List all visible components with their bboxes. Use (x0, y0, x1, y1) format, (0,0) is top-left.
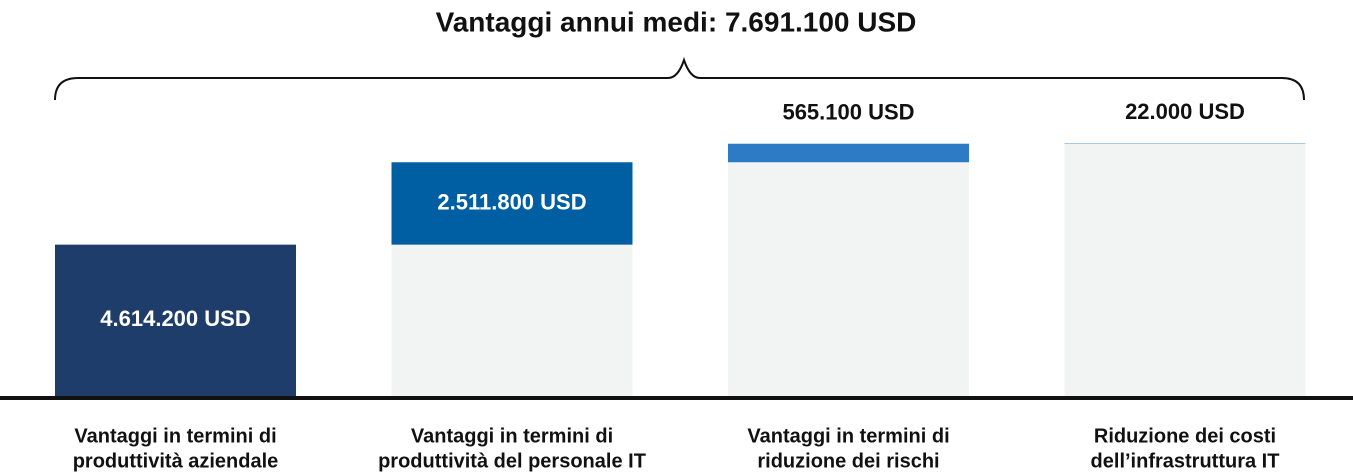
category-label: Riduzione dei costi (1094, 425, 1276, 447)
column-background (1064, 143, 1306, 396)
category-label: Vantaggi in termini di (74, 425, 276, 447)
category-label: Vantaggi in termini di (411, 425, 613, 447)
value-label: 565.100 USD (782, 100, 914, 125)
bar (391, 162, 633, 245)
chart-title: Vantaggi annui medi: 7.691.100 USD (436, 6, 917, 37)
category-label: produttività del personale IT (378, 450, 646, 472)
bar (55, 244, 296, 396)
value-label: 22.000 USD (1125, 99, 1245, 124)
total-brace (54, 56, 1305, 101)
category-label: dell’infrastruttura IT (1091, 450, 1280, 472)
category-label: produttività aziendale (73, 450, 279, 472)
bar (728, 143, 969, 163)
category-label: Vantaggi in termini di (747, 425, 949, 447)
plot: 4.614.200 USD Vantaggi in termini di produ… (55, 99, 1306, 472)
value-label: 4.614.200 USD (100, 306, 250, 331)
column-background (728, 162, 969, 396)
category-label: riduzione dei rischi (757, 450, 939, 472)
column-background (391, 244, 633, 396)
bar (1064, 143, 1306, 144)
baseline (0, 396, 1353, 400)
value-label: 2.511.800 USD (437, 189, 586, 214)
